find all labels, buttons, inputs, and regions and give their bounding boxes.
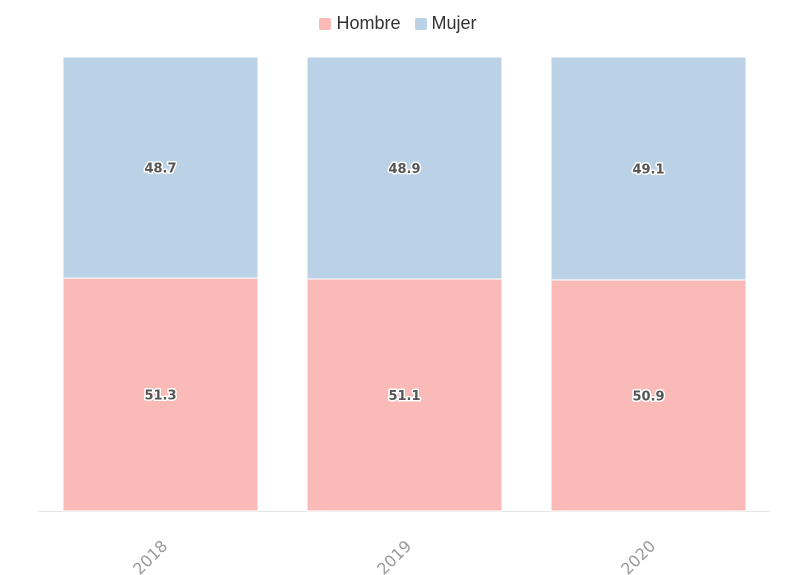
x-tick-label-2018: 2018 [129, 536, 171, 575]
legend-item-hombre[interactable]: Hombre [319, 13, 401, 34]
data-label-mujer-2019: 48.9 [388, 162, 420, 177]
bar-mujer-2018[interactable] [62, 56, 259, 279]
legend-swatch-hombre [319, 17, 332, 30]
bar-hombre-2018[interactable] [62, 277, 259, 512]
data-label-hombre-2018: 51.3 [144, 389, 176, 404]
data-label-mujer-2018: 48.7 [144, 162, 176, 177]
bar-mujer-2019[interactable] [306, 56, 503, 280]
legend-swatch-mujer [414, 17, 427, 30]
data-label-hombre-2020: 50.9 [632, 389, 664, 404]
data-label-hombre-2019: 51.1 [388, 389, 420, 404]
x-tick-label-2020: 2020 [617, 536, 659, 575]
bar-mujer-2020[interactable] [550, 56, 747, 281]
legend-label-mujer: Mujer [431, 13, 477, 33]
legend-item-mujer[interactable]: Mujer [414, 13, 477, 34]
legend-label-hombre: Hombre [336, 13, 401, 33]
legend: Hombre Mujer [0, 13, 796, 34]
data-label-mujer-2020: 49.1 [632, 162, 664, 177]
x-tick-label-2019: 2019 [373, 536, 415, 575]
bar-hombre-2019[interactable] [306, 278, 503, 512]
